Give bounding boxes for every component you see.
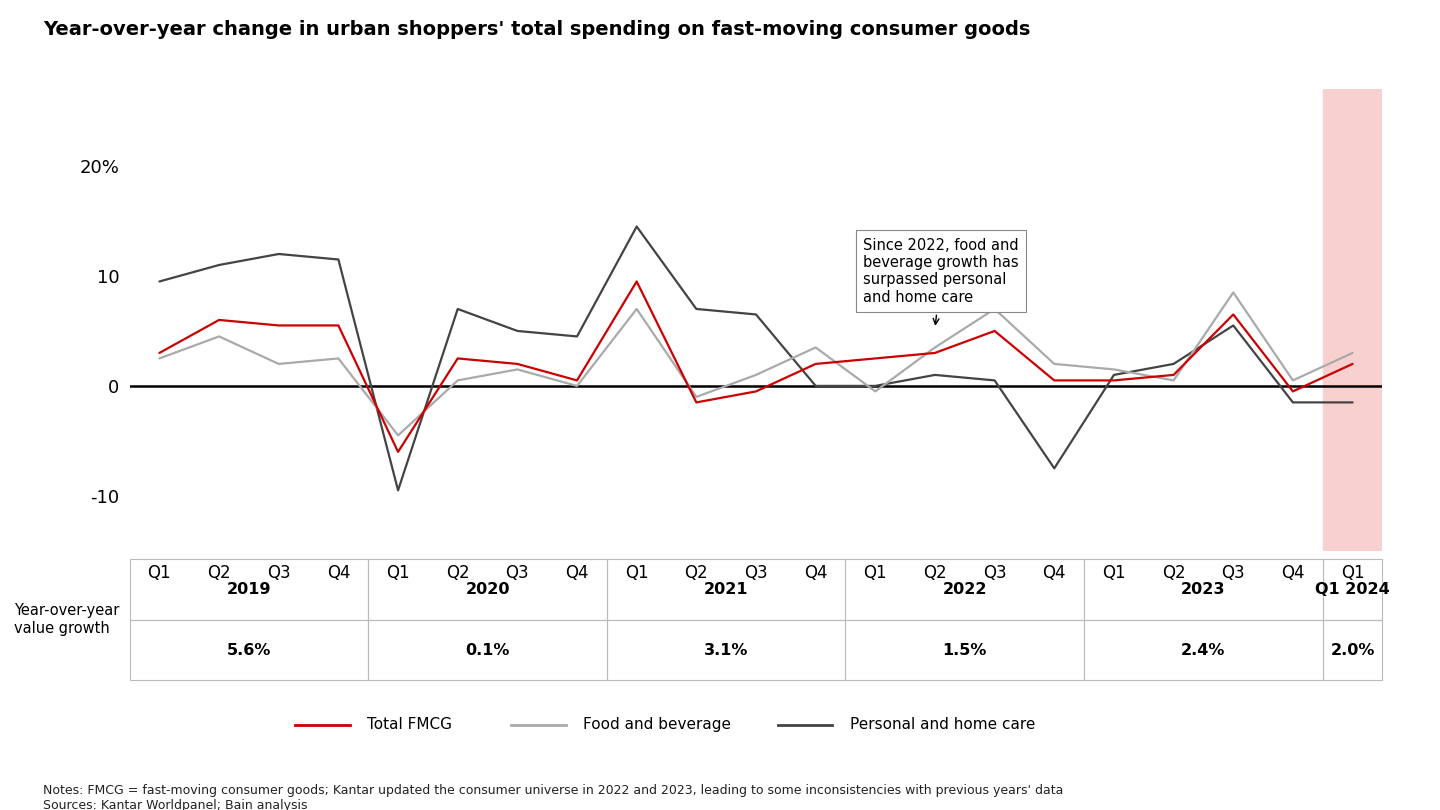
Text: 2019: 2019 — [226, 582, 271, 597]
Text: 2022: 2022 — [943, 582, 986, 597]
Text: 2023: 2023 — [1181, 582, 1225, 597]
Text: 2021: 2021 — [704, 582, 749, 597]
Text: Total FMCG: Total FMCG — [367, 718, 452, 732]
Text: Personal and home care: Personal and home care — [850, 718, 1035, 732]
Text: 5.6%: 5.6% — [226, 642, 271, 658]
Text: Since 2022, food and
beverage growth has
surpassed personal
and home care: Since 2022, food and beverage growth has… — [864, 237, 1020, 325]
Text: 3.1%: 3.1% — [704, 642, 749, 658]
Text: Year-over-year
value growth: Year-over-year value growth — [14, 603, 120, 636]
Text: 0.1%: 0.1% — [465, 642, 510, 658]
Text: Year-over-year change in urban shoppers' total spending on fast-moving consumer : Year-over-year change in urban shoppers'… — [43, 20, 1031, 39]
Text: Food and beverage: Food and beverage — [583, 718, 732, 732]
Bar — [1323, 89, 1382, 551]
Text: 2020: 2020 — [465, 582, 510, 597]
Text: Q1 2024: Q1 2024 — [1315, 582, 1390, 597]
Text: 2.0%: 2.0% — [1331, 642, 1375, 658]
Text: Notes: FMCG = fast-moving consumer goods; Kantar updated the consumer universe i: Notes: FMCG = fast-moving consumer goods… — [43, 784, 1064, 810]
Text: 1.5%: 1.5% — [943, 642, 986, 658]
Text: 2.4%: 2.4% — [1181, 642, 1225, 658]
